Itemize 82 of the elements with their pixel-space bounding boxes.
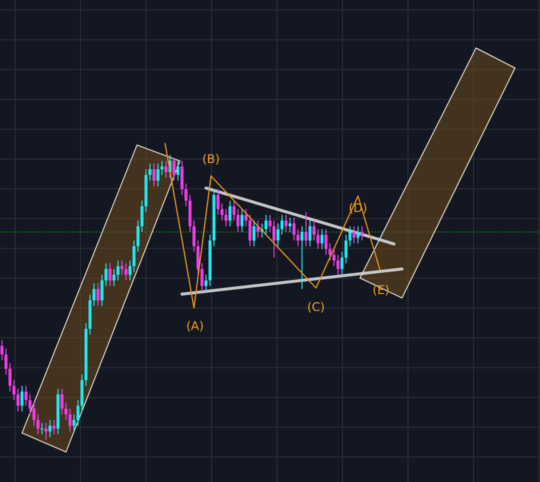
candlestick [184,183,188,207]
candlestick [360,226,364,241]
candlestick [284,214,288,232]
candlestick [216,188,220,216]
candlestick [108,262,112,287]
candlestick [176,160,180,182]
candlestick [192,220,196,252]
candlestick [296,228,300,247]
candlestick [164,160,168,178]
candlestick [292,217,296,241]
candlestick [328,242,332,261]
candlestick [240,208,244,232]
candlestick [140,200,144,232]
candlestick [92,282,96,307]
candlestick [244,208,248,227]
candlestick [148,163,152,182]
candlestick [116,260,120,281]
candlestick [128,260,132,281]
candlestick [44,422,48,440]
candlestick [312,220,316,241]
candlestick [248,214,252,247]
candlestick [288,217,292,232]
candlestick [228,200,232,227]
candlestick [320,228,324,250]
candlestick [196,240,200,276]
candlestick [316,228,320,250]
candlestick [324,228,328,256]
candlestick [20,385,24,412]
candlestick [8,362,12,392]
candlestick [132,240,136,272]
candlestick [252,220,256,247]
candlestick [304,212,308,247]
candlestick [76,400,80,426]
candlestick [276,222,280,247]
annotation: (B) [202,152,220,166]
candlestick [356,226,360,244]
candlestick [120,260,124,276]
candlestick [336,254,340,276]
candlestick [12,380,16,401]
candlestick [344,234,348,264]
candlestick [280,214,284,236]
candlestick [236,208,240,232]
candlestick [48,420,52,438]
candlestick [268,214,272,232]
candlestick [332,248,336,267]
candlestick [68,408,72,432]
candlestick [224,208,228,227]
candlestick [96,282,100,307]
candlestick [28,394,32,415]
candlestick [300,226,304,290]
candlestick [16,388,20,412]
candlestick [24,385,28,406]
candlestick [264,214,268,236]
candlestick [60,388,64,415]
candlestick [204,274,208,292]
candlestick [232,200,236,222]
candlestick [36,414,40,435]
annotation: (C) [307,300,325,314]
candlestick [308,220,312,247]
candlestick [0,340,4,361]
candlestick [32,402,36,426]
candlestick [272,220,276,258]
candlestick [348,226,352,247]
candlestick [124,262,128,281]
candlestick [156,163,160,187]
candlestick [180,160,184,196]
candlestick [104,262,108,287]
candlestick [220,202,224,222]
candlestick [340,251,344,276]
candlestick [112,268,116,287]
candlestick [172,157,176,182]
candlestick [100,274,104,307]
candlestick [72,414,76,432]
candlestick [4,348,8,375]
candlestick [64,402,68,421]
candlestick [200,262,204,292]
candlestick [160,160,164,176]
candlestick [152,163,156,187]
annotation: (A) [186,319,204,333]
candlestick [352,226,356,244]
candlestick [136,220,140,252]
candlestick [40,422,44,435]
